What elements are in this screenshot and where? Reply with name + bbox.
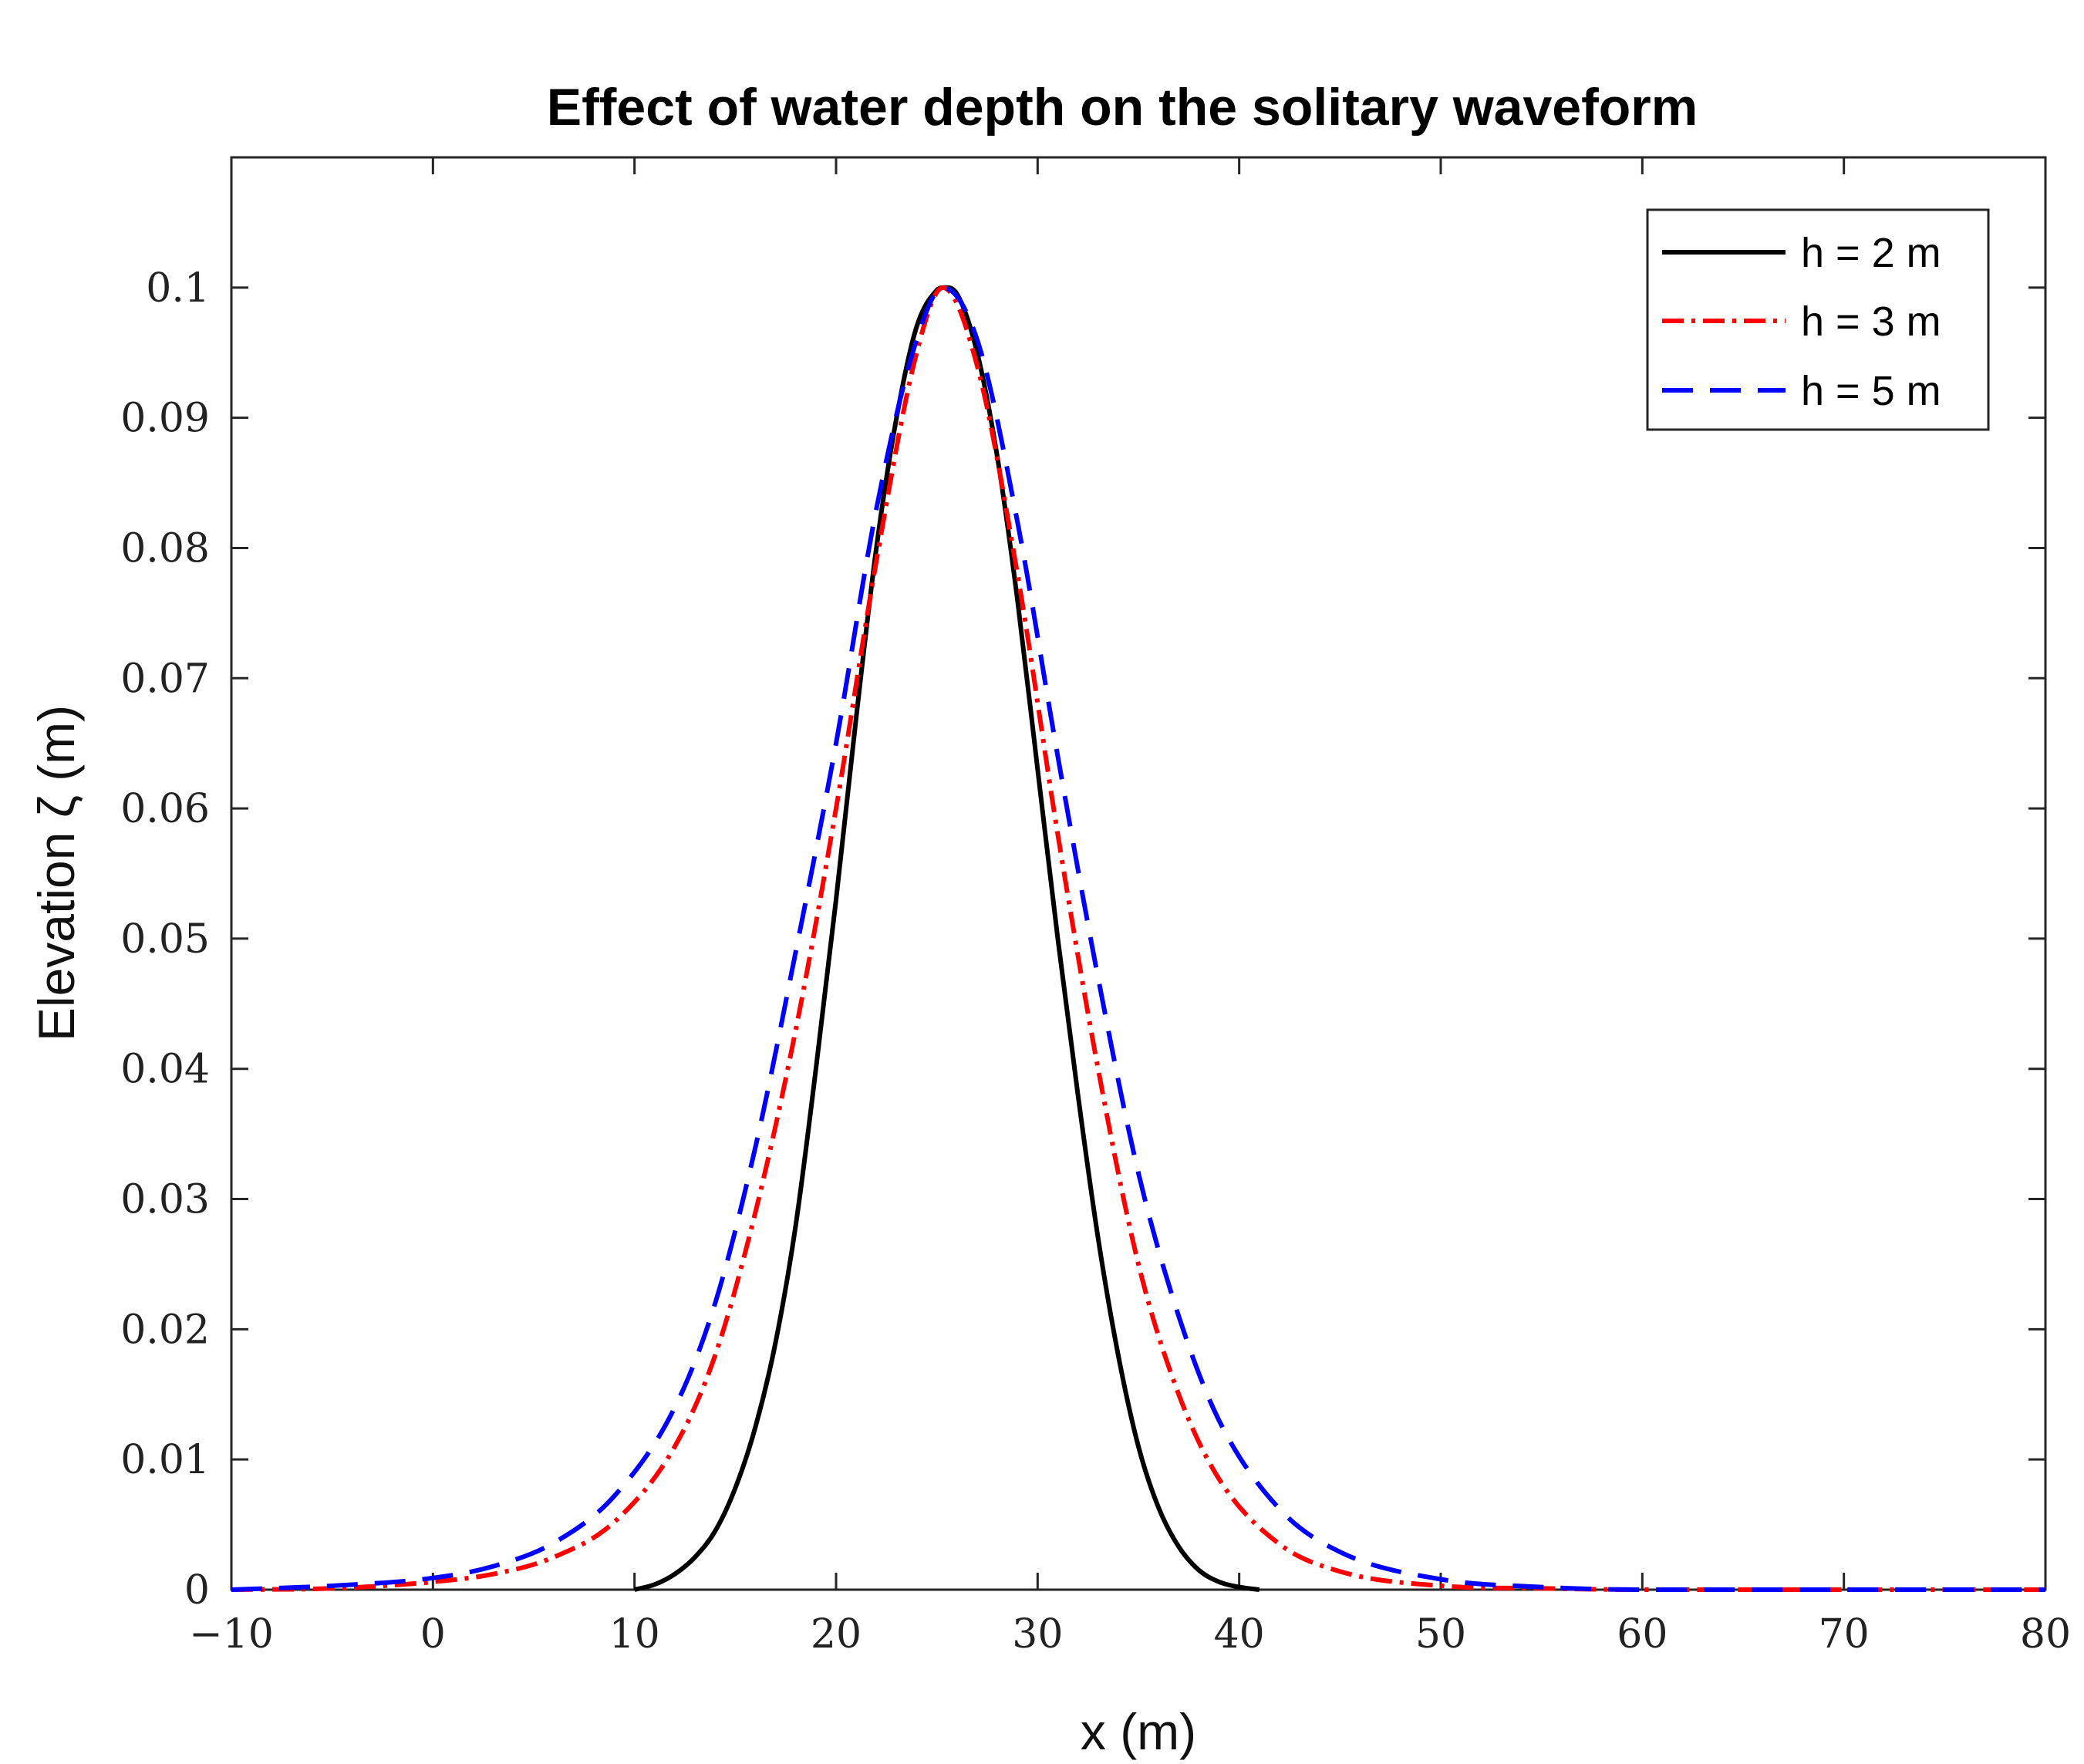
x-tick-label: 60 — [1617, 1611, 1668, 1658]
y-tick-label: 0.07 — [120, 656, 210, 702]
legend-label-h3: h = 3 m — [1801, 298, 1941, 345]
y-axis-label: Elevation ζ (m) — [28, 705, 85, 1041]
plot-area: −10 0 10 20 30 40 50 60 70 80 00.010.020.030.040.… — [120, 156, 2071, 1658]
y-tick-label: 0 — [184, 1567, 210, 1614]
chart-title: Effect of water depth on the solitary wa… — [547, 78, 1698, 137]
x-tick-label: 0 — [420, 1611, 446, 1658]
y-tick-label: 0.03 — [120, 1177, 210, 1223]
y-tick-label: 0.04 — [120, 1047, 210, 1093]
legend-label-h2: h = 2 m — [1801, 230, 1941, 276]
x-tick-label: 50 — [1415, 1611, 1466, 1658]
x-tick-label: 70 — [1819, 1611, 1870, 1658]
y-tick-label: 0.05 — [120, 916, 210, 963]
x-tick-label: 80 — [2020, 1611, 2071, 1658]
x-tick-label: 30 — [1012, 1611, 1063, 1658]
x-tick-label: 10 — [609, 1611, 660, 1658]
y-axis: 0 0.01 0.02 0.03 0.04 0.05 0.06 0.07 0.08 0.09 0.1 — [120, 265, 2045, 1614]
x-tick-label: 20 — [811, 1611, 862, 1658]
legend-label-h5: h = 5 m — [1801, 368, 1941, 414]
series-layer — [231, 285, 2045, 1593]
legend: h = 2 m h = 3 m h = 5 m — [1646, 208, 1990, 431]
y-tick-label: 0.08 — [120, 525, 210, 572]
y-tick-label: 0.01 — [120, 1437, 210, 1483]
y-tick-label: 0.06 — [120, 786, 210, 832]
x-tick-label: 40 — [1214, 1611, 1265, 1658]
axes-box — [230, 156, 2047, 1591]
x-axis-label: x (m) — [1081, 1703, 1196, 1760]
series-line-h-5-m — [231, 285, 2045, 1593]
x-tick-label: −10 — [189, 1611, 274, 1658]
y-tick-label: 0.02 — [120, 1307, 210, 1353]
x-axis: −10 0 10 20 30 40 50 60 70 80 — [189, 157, 2071, 1658]
y-tick-label: 0.1 — [146, 265, 210, 312]
y-tick-label: 0.09 — [120, 396, 210, 442]
